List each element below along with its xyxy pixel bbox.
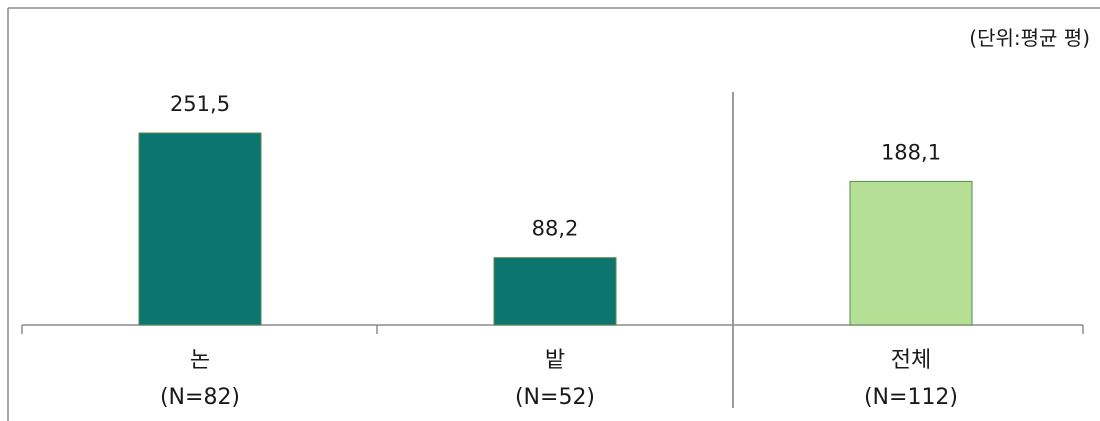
category-label: 전체 [891,348,931,373]
unit-note: (단위:평균 평) [969,26,1090,50]
bar-value-label: 251,5 [170,92,230,116]
bar-1 [138,132,262,326]
bar-labels: 251,5 논 (N=82) 88,2 밭 (N=52) 188,1 전체 (N=112) [160,92,958,410]
bar-2 [493,257,617,326]
sample-size-label: (N=82) [160,385,240,410]
category-label: 밭 [545,348,565,373]
bar-3 [849,180,973,326]
category-label: 논 [190,348,210,373]
bar-value-label: 188,1 [881,140,941,164]
sample-size-label: (N=52) [515,385,595,410]
sample-size-label: (N=112) [864,385,958,410]
bar-series [138,132,973,326]
bar-value-label: 88,2 [532,217,579,241]
